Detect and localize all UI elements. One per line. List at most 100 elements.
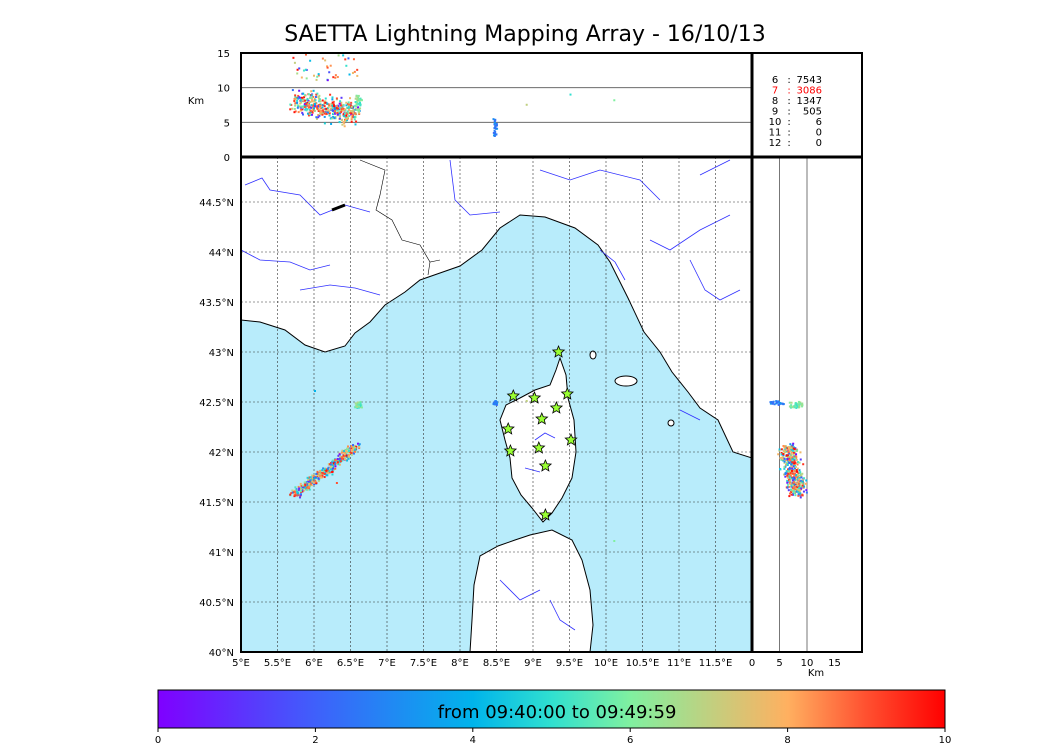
station-number: 12 xyxy=(769,138,782,149)
strike-point xyxy=(294,96,297,99)
strike-point xyxy=(307,103,310,106)
strike-point xyxy=(494,118,497,121)
strike-point xyxy=(306,476,309,479)
strike-point xyxy=(787,470,790,473)
strike-point xyxy=(805,491,808,494)
giglio-island xyxy=(667,419,675,427)
strike-point xyxy=(789,477,792,480)
strike-point xyxy=(805,489,808,492)
strike-point xyxy=(319,470,322,473)
strike-point xyxy=(329,64,332,67)
strike-point xyxy=(341,449,344,452)
strike-point xyxy=(791,457,794,460)
strike-point xyxy=(308,476,311,479)
strike-point xyxy=(351,114,354,117)
strike-point xyxy=(303,103,306,106)
strike-point xyxy=(790,460,793,463)
strike-point xyxy=(318,114,321,117)
strike-point xyxy=(296,68,299,71)
strike-point xyxy=(338,111,341,114)
strike-point xyxy=(321,99,324,102)
strike-point xyxy=(307,93,310,96)
station-count: 7543 xyxy=(797,75,822,86)
strike-point xyxy=(346,459,349,462)
strike-point xyxy=(785,461,788,464)
strike-point xyxy=(779,457,782,460)
strike-point xyxy=(298,489,301,492)
strike-point xyxy=(359,99,362,102)
map-x-tick-label: 5°E xyxy=(232,658,250,669)
map-x-tick-label: 6.5°E xyxy=(337,658,364,669)
strike-point xyxy=(332,463,335,466)
strike-point xyxy=(786,458,789,461)
station-stars xyxy=(501,344,578,521)
strike-point xyxy=(789,488,792,491)
strike-point xyxy=(325,468,328,471)
strike-point xyxy=(303,96,306,99)
strike-point xyxy=(323,468,326,471)
strike-point xyxy=(308,96,311,99)
strike-point xyxy=(799,482,802,485)
strike-point xyxy=(335,105,338,108)
strike-point xyxy=(344,58,347,61)
strike-point xyxy=(339,109,342,112)
strike-point xyxy=(343,114,346,117)
strike-point xyxy=(312,89,315,92)
strike-point xyxy=(315,93,318,96)
map-y-tick-label: 44°N xyxy=(209,248,234,259)
strike-point xyxy=(797,493,800,496)
strike-point xyxy=(316,92,319,95)
strike-point xyxy=(293,99,296,102)
strike-point xyxy=(793,460,796,463)
map-panel xyxy=(241,157,752,652)
strike-point xyxy=(316,106,319,109)
strike-point xyxy=(310,97,313,100)
strike-point xyxy=(353,450,356,453)
station-star xyxy=(506,388,520,402)
separator: : xyxy=(787,138,790,149)
strike-point xyxy=(336,76,339,79)
strike-point xyxy=(307,480,310,483)
strike-point xyxy=(771,402,774,405)
strike-point xyxy=(777,453,780,456)
strike-point xyxy=(307,105,310,108)
strike-point xyxy=(525,400,528,402)
strike-point xyxy=(788,467,791,470)
station-count: 0 xyxy=(816,138,822,149)
strike-point xyxy=(300,98,303,101)
strike-point xyxy=(336,109,339,112)
strike-point xyxy=(493,134,496,137)
map-grid xyxy=(241,157,752,652)
strike-point xyxy=(335,97,338,100)
station-number: 10 xyxy=(769,117,782,128)
strike-point xyxy=(327,467,330,470)
strike-point xyxy=(310,484,313,487)
strike-point xyxy=(313,109,316,112)
strike-point xyxy=(307,114,310,117)
strike-point xyxy=(327,103,330,106)
strike-point xyxy=(782,403,785,406)
strike-point xyxy=(328,112,331,115)
strike-point xyxy=(782,459,785,462)
strike-point xyxy=(780,451,783,454)
strike-point xyxy=(345,101,348,104)
strike-point xyxy=(323,470,326,473)
strike-point xyxy=(333,110,336,113)
station-count: 505 xyxy=(803,107,822,118)
strike-point xyxy=(346,106,349,109)
strike-point xyxy=(342,457,345,460)
strike-point xyxy=(790,463,793,466)
altitude-panel xyxy=(241,53,752,137)
strike-point xyxy=(337,54,340,57)
strike-point xyxy=(799,496,802,499)
strike-point xyxy=(323,102,326,105)
strike-point xyxy=(335,112,338,115)
strike-point xyxy=(314,390,316,392)
strike-point xyxy=(349,106,352,109)
strike-point xyxy=(350,120,353,123)
strike-point xyxy=(319,104,322,107)
strike-point xyxy=(347,117,350,120)
strike-point xyxy=(315,78,318,81)
strike-point xyxy=(798,478,801,481)
map-x-tick-label: 11°E xyxy=(667,658,691,669)
